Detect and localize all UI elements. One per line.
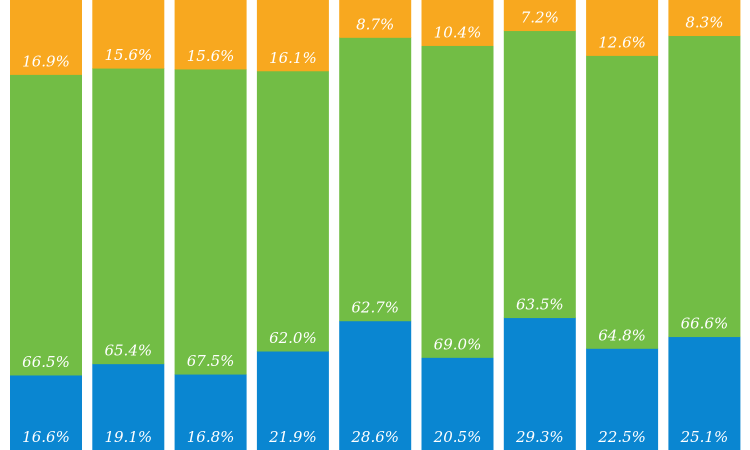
segment-green-label-5: 62.7% [351, 299, 399, 317]
segment-green-label-2: 65.4% [104, 342, 152, 360]
segment-orange-label-9: 8.3% [685, 14, 723, 32]
segment-green-label-6: 69.0% [434, 335, 482, 353]
segment-blue-7 [503, 317, 576, 450]
segment-green-6 [421, 45, 494, 358]
segment-green-label-9: 66.6% [681, 315, 729, 333]
segment-green-9 [668, 35, 741, 338]
bar-2: 19.1% 65.4% 15.6% [92, 0, 165, 450]
segment-green-label-8: 64.8% [598, 326, 646, 344]
segment-blue-9 [668, 336, 741, 450]
bar-7: 29.3% 63.5% 7.2% [503, 0, 576, 450]
segment-green-label-1: 66.5% [22, 353, 70, 371]
segment-green-4 [256, 70, 329, 352]
segment-orange-2 [92, 0, 165, 69]
segment-blue-8 [586, 348, 659, 450]
segment-orange-4 [256, 0, 329, 72]
segment-orange-5 [339, 0, 412, 38]
segment-orange-1 [10, 0, 82, 75]
segment-green-1 [10, 74, 82, 376]
segment-orange-9 [668, 0, 741, 37]
segment-blue-label-7: 29.3% [515, 428, 564, 446]
segment-green-label-3: 67.5% [187, 352, 235, 370]
segment-green-label-4: 62.0% [269, 329, 317, 347]
segment-orange-label-8: 12.6% [598, 33, 646, 51]
bar-4: 21.9% 62.0% 16.1% [256, 0, 329, 450]
segment-green-label-7: 63.5% [516, 296, 564, 314]
segment-orange-label-5: 8.7% [356, 15, 394, 33]
segment-green-3 [174, 68, 247, 375]
segment-blue-label-8: 22.5% [597, 428, 646, 446]
segment-orange-label-1: 16.9% [22, 52, 70, 70]
bar-1: 16.6% 66.5% 16.9% [10, 0, 82, 450]
segment-blue-6 [421, 357, 494, 450]
bar-5: 28.6% 62.7% 8.7% [339, 0, 412, 450]
segment-blue-label-3: 16.8% [187, 428, 235, 446]
segment-blue-label-5: 28.6% [350, 428, 399, 446]
segment-blue-label-2: 19.1% [104, 428, 152, 446]
segment-blue-label-4: 21.9% [268, 428, 317, 446]
segment-green-8 [586, 55, 659, 349]
segment-blue-label-1: 16.6% [22, 428, 70, 446]
bar-9: 25.1% 66.6% 8.3% [668, 0, 741, 450]
segment-blue-label-9: 25.1% [680, 428, 729, 446]
segment-orange-label-7: 7.2% [521, 9, 559, 27]
bar-6: 20.5% 69.0% 10.4% [421, 0, 494, 450]
segment-orange-7 [503, 0, 576, 32]
segment-green-7 [503, 30, 576, 319]
segment-orange-8 [586, 0, 659, 56]
segment-orange-6 [421, 0, 494, 46]
segment-orange-label-6: 10.4% [434, 23, 482, 41]
segment-green-5 [339, 37, 412, 322]
segment-orange-label-2: 15.6% [104, 46, 152, 64]
bar-3: 16.8% 67.5% 15.6% [174, 0, 247, 450]
segment-blue-4 [256, 351, 329, 450]
segment-blue-5 [339, 320, 412, 450]
segment-green-2 [92, 68, 165, 365]
segment-orange-label-3: 15.6% [187, 47, 235, 65]
bar-8: 22.5% 64.8% 12.6% [586, 0, 659, 450]
segment-blue-1 [10, 374, 82, 450]
segment-blue-2 [92, 363, 165, 450]
segment-blue-3 [174, 374, 247, 450]
segment-orange-label-4: 16.1% [269, 49, 317, 67]
segment-orange-3 [174, 0, 247, 70]
segment-blue-label-6: 20.5% [433, 428, 482, 446]
